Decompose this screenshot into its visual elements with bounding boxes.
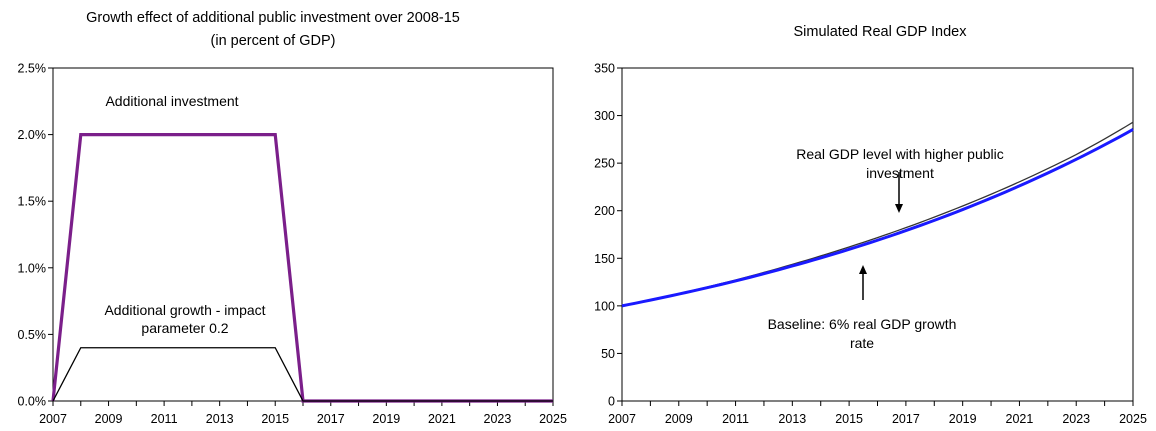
annotation-text: parameter 0.2 — [141, 320, 228, 336]
x-tick-label: 2025 — [539, 412, 567, 426]
arrow-to-investment-line — [895, 172, 903, 213]
y-tick-label: 1.5% — [18, 195, 47, 209]
x-tick-label: 2019 — [372, 412, 400, 426]
x-tick-label: 2015 — [261, 412, 289, 426]
x-tick-label: 2013 — [206, 412, 234, 426]
y-tick-label: 250 — [594, 157, 615, 171]
x-tick-label: 2025 — [1119, 412, 1147, 426]
annotation-text: rate — [850, 335, 874, 351]
y-tick-label: 1.0% — [18, 261, 47, 275]
annotation-text: Additional investment — [105, 93, 238, 109]
x-tick-label: 2007 — [39, 412, 67, 426]
x-tick-label: 2021 — [428, 412, 456, 426]
y-tick-label: 2.5% — [18, 62, 47, 76]
plot-frame — [621, 67, 1134, 402]
chart-2: Simulated Real GDP Index 0 50 100 150 200 250 3… — [594, 24, 1147, 426]
x-tick-label: 2009 — [95, 412, 123, 426]
x-tick-label: 2023 — [484, 412, 512, 426]
x-tick-label: 2015 — [835, 412, 863, 426]
y-tick-label: 300 — [594, 109, 615, 123]
x-tick-label: 2007 — [608, 412, 636, 426]
y-tick-label: 50 — [601, 347, 615, 361]
x-tick-label: 2011 — [151, 412, 178, 426]
y-tick-label: 150 — [594, 252, 615, 266]
arrow-head — [895, 204, 903, 213]
x-tick-label: 2019 — [949, 412, 977, 426]
chart-title: Simulated Real GDP Index — [793, 24, 967, 40]
y-tick-label: 100 — [594, 299, 615, 313]
x-tick-label: 2023 — [1062, 412, 1090, 426]
x-tick-label: 2017 — [892, 412, 920, 426]
series-line-2 — [621, 128, 1134, 308]
y-tick-label: 0.5% — [18, 328, 47, 342]
x-tick-label: 2017 — [317, 412, 345, 426]
y-tick-label: 0.0% — [18, 395, 47, 409]
plot-frame — [52, 67, 554, 402]
arrow-head — [859, 265, 867, 274]
series-line-2 — [52, 347, 553, 402]
annotation-text: investment — [866, 165, 934, 181]
y-tick-label: 350 — [594, 62, 615, 76]
x-tick-label: 2009 — [665, 412, 693, 426]
x-tick-label: 2021 — [1006, 412, 1034, 426]
x-tick-label: 2013 — [778, 412, 806, 426]
annotation-text: Real GDP level with higher public — [796, 146, 1004, 162]
annotation-text: Baseline: 6% real GDP growth — [768, 316, 957, 332]
y-tick-label: 0 — [608, 395, 615, 409]
chart-title: (in percent of GDP) — [211, 33, 336, 49]
chart-1: Growth effect of additional public inves… — [18, 10, 567, 426]
chart-title: Growth effect of additional public inves… — [86, 10, 460, 26]
y-tick-label: 200 — [594, 204, 615, 218]
series-line-1 — [51, 133, 553, 403]
y-tick-label: 2.0% — [18, 128, 47, 142]
arrow-to-baseline-line — [859, 265, 867, 300]
x-tick-label: 2011 — [722, 412, 749, 426]
annotation-text: Additional growth - impact — [104, 302, 265, 318]
